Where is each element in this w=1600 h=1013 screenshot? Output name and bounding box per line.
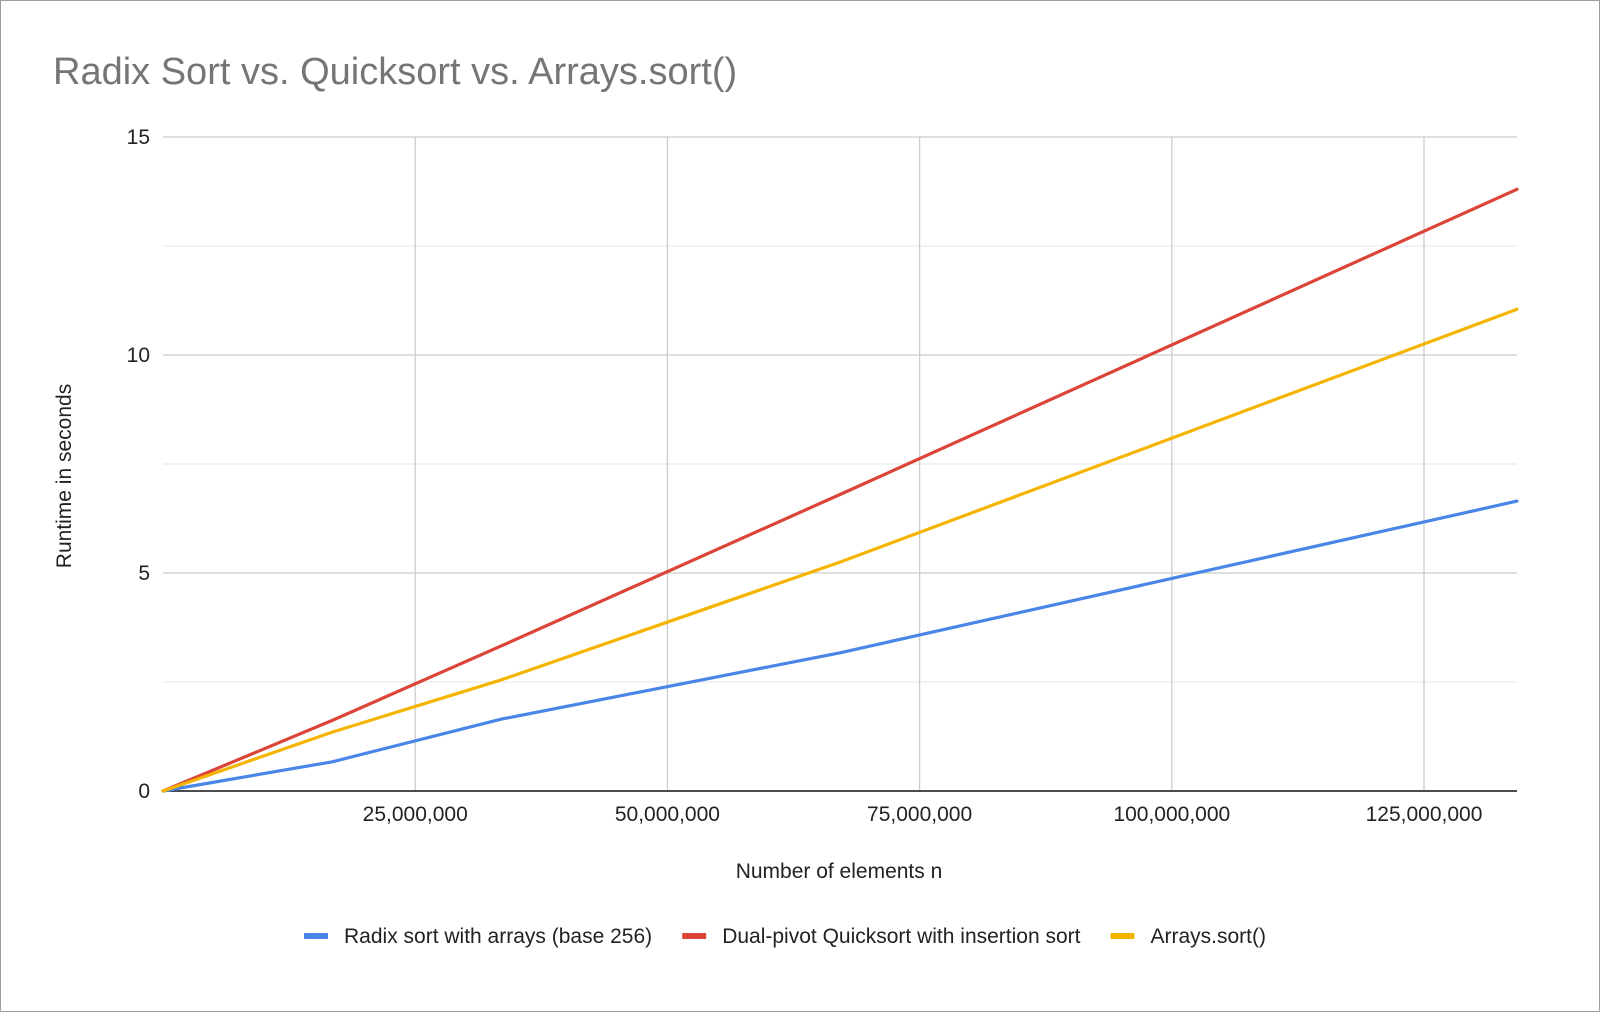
series-line-3 bbox=[161, 307, 1519, 793]
legend-label: Radix sort with arrays (base 256) bbox=[344, 925, 652, 948]
legend-item-2: Dual-pivot Quicksort with insertion sort bbox=[682, 925, 1081, 948]
y-tick-label: 5 bbox=[138, 562, 150, 585]
x-axis-title: Number of elements n bbox=[736, 860, 943, 883]
legend-label: Arrays.sort() bbox=[1151, 925, 1267, 948]
legend-label: Dual-pivot Quicksort with insertion sort bbox=[722, 925, 1080, 948]
x-tick-label: 100,000,000 bbox=[1113, 803, 1230, 826]
x-axis-ticks: 25,000,000 50,000,000 75,000,000 100,000,00… bbox=[363, 803, 1483, 826]
series-lines bbox=[161, 187, 1519, 793]
legend-swatch bbox=[1110, 933, 1135, 939]
y-axis-title: Runtime in seconds bbox=[53, 384, 76, 568]
series-line-1 bbox=[161, 499, 1519, 793]
legend-swatch bbox=[682, 933, 707, 939]
series-line-2 bbox=[161, 187, 1519, 793]
x-tick-label: 125,000,000 bbox=[1366, 803, 1483, 826]
y-tick-label: 0 bbox=[138, 780, 150, 803]
legend-item-1: Radix sort with arrays (base 256) bbox=[304, 925, 652, 948]
legend-item-3: Arrays.sort() bbox=[1110, 925, 1267, 948]
x-tick-label: 25,000,000 bbox=[363, 803, 468, 826]
gridlines bbox=[163, 136, 1517, 791]
x-tick-label: 75,000,000 bbox=[867, 803, 972, 826]
legend-swatch bbox=[304, 933, 328, 939]
y-axis-ticks: 0 5 10 15 bbox=[127, 126, 150, 803]
legend: Radix sort with arrays (base 256) Dual-pi… bbox=[304, 925, 1266, 948]
chart-title: Radix Sort vs. Quicksort vs. Arrays.sort… bbox=[53, 51, 737, 93]
y-tick-label: 10 bbox=[127, 344, 150, 367]
y-tick-label: 15 bbox=[127, 126, 150, 149]
x-tick-label: 50,000,000 bbox=[615, 803, 720, 826]
